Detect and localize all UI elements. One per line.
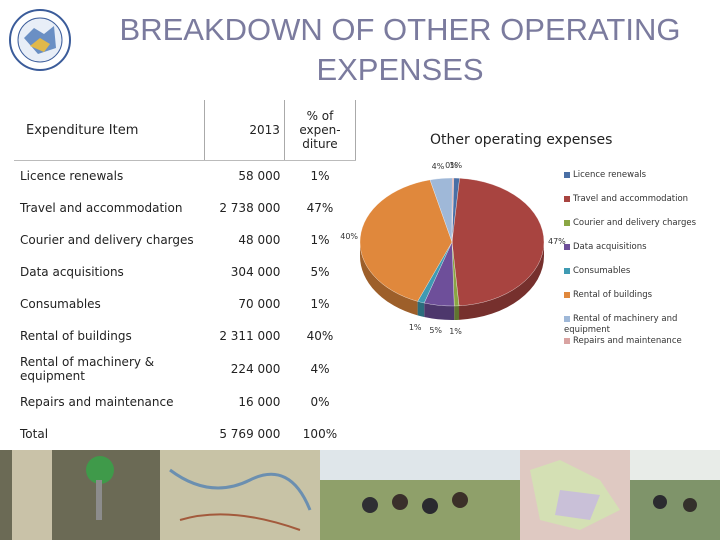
legend-label: Consumables: [573, 266, 631, 276]
pie-side-3: [424, 303, 455, 320]
table-row: Licence renewals 58 000 1%: [14, 160, 356, 192]
legend-label: Rental of buildings: [573, 290, 653, 300]
legend-swatch: [564, 291, 570, 298]
row-item: Courier and delivery charges: [20, 233, 194, 247]
row-pct: 1%: [310, 233, 330, 247]
table-header-row: Expenditure Item 2013 % of expen-diture: [14, 100, 357, 160]
row-item: Total: [20, 427, 49, 441]
legend-item: Repairs and maintenance: [564, 336, 714, 347]
pie-label-3: 5%: [429, 326, 443, 336]
legend-swatch: [564, 195, 570, 202]
legend-item: Rental of machinery and equipment: [564, 314, 714, 336]
legend-swatch: [564, 171, 570, 178]
row-pct: 47%: [306, 201, 334, 215]
pie-label-1: 47%: [547, 237, 566, 247]
row-pct: 1%: [310, 297, 330, 311]
row-item: Rental of machinery & equipment: [20, 355, 155, 383]
header-pct: % of expen-diture: [283, 100, 357, 160]
pie-label-7: 0%: [445, 161, 458, 170]
row-item: Repairs and maintenance: [20, 395, 174, 409]
table-row: Consumables 70 000 1%: [14, 288, 356, 320]
pie-label-5: 40%: [340, 231, 359, 241]
pie-chart: [359, 177, 545, 320]
pie-slice-5: [359, 179, 453, 302]
pie-label-4: 1%: [408, 322, 422, 332]
pie-side-2: [454, 305, 460, 320]
row-pct: 100%: [302, 427, 338, 441]
table-row: Rental of buildings 2 311 000 40%: [14, 320, 356, 352]
legend-swatch: [564, 219, 570, 226]
row-pct: 40%: [306, 329, 334, 343]
page-title: BREAKDOWN OF OTHER OPERATING EXPENSES: [119, 12, 681, 87]
legend-label: Repairs and maintenance: [573, 336, 682, 346]
table-row: Repairs and maintenance 16 000 0%: [14, 386, 356, 418]
legend-label: Rental of machinery and equipment: [564, 314, 678, 335]
pie-slice-7: [451, 177, 454, 243]
table-row: Courier and delivery charges 48 000 1%: [14, 224, 356, 256]
row-pct: 0%: [310, 395, 330, 409]
row-amount: 70 000: [238, 297, 281, 311]
header-divider: [14, 160, 356, 161]
row-amount: 48 000: [238, 233, 281, 247]
table-row-total: Total 5 769 000 100%: [14, 418, 356, 450]
row-amount: 58 000: [238, 169, 281, 183]
pie-side-4: [417, 301, 425, 318]
photo-strip: [0, 450, 720, 540]
row-amount: 224 000: [230, 362, 281, 376]
header-item: Expenditure Item: [26, 122, 139, 138]
table-row: Rental of machinery & equipment 224 000 …: [14, 352, 356, 386]
row-item: Data acquisitions: [20, 265, 124, 279]
pie-label-0: 1%: [449, 161, 463, 171]
chart-title: Other operating expenses: [430, 132, 613, 148]
row-item: Travel and accommodation: [20, 201, 183, 215]
row-item: Consumables: [20, 297, 101, 311]
row-amount: 2 311 000: [219, 329, 281, 343]
pie-label-6: 4%: [431, 161, 445, 171]
pie-side-1: [459, 242, 544, 320]
row-pct: 4%: [310, 362, 330, 376]
legend-item: Travel and accommodation: [564, 194, 714, 205]
row-amount: 2 738 000: [219, 201, 281, 215]
legend-label: Travel and accommodation: [573, 194, 689, 204]
legend-item: Courier and delivery charges: [564, 218, 714, 229]
legend-swatch: [564, 243, 570, 250]
row-pct: 1%: [310, 169, 330, 183]
row-amount: 5 769 000: [219, 427, 281, 441]
row-pct: 5%: [310, 265, 330, 279]
legend-item: Consumables: [564, 266, 714, 277]
row-amount: 304 000: [230, 265, 281, 279]
legend-item: Data acquisitions: [564, 242, 714, 253]
legend-swatch: [564, 267, 570, 274]
legend-label: Courier and delivery charges: [573, 218, 697, 228]
pie-slice-1: [451, 178, 545, 306]
table-row: Data acquisitions 304 000 5%: [14, 256, 356, 288]
legend-item: Rental of buildings: [564, 290, 714, 301]
legend-label: Data acquisitions: [573, 242, 647, 252]
row-item: Licence renewals: [20, 169, 124, 183]
row-amount: 16 000: [238, 395, 281, 409]
logo: [9, 9, 71, 71]
legend-swatch: [564, 315, 570, 322]
legend-item: Licence renewals: [564, 170, 714, 181]
legend-label: Licence renewals: [573, 170, 647, 180]
pie-side-5: [360, 242, 418, 316]
header-year: 2013: [204, 100, 285, 160]
pie-label-2: 1%: [449, 326, 462, 336]
expense-table: Expenditure Item 2013 % of expen-diture …: [14, 100, 357, 450]
row-item: Rental of buildings: [20, 329, 132, 343]
legend-swatch: [564, 337, 570, 344]
table-row: Travel and accommodation 2 738 000 47%: [14, 192, 356, 224]
